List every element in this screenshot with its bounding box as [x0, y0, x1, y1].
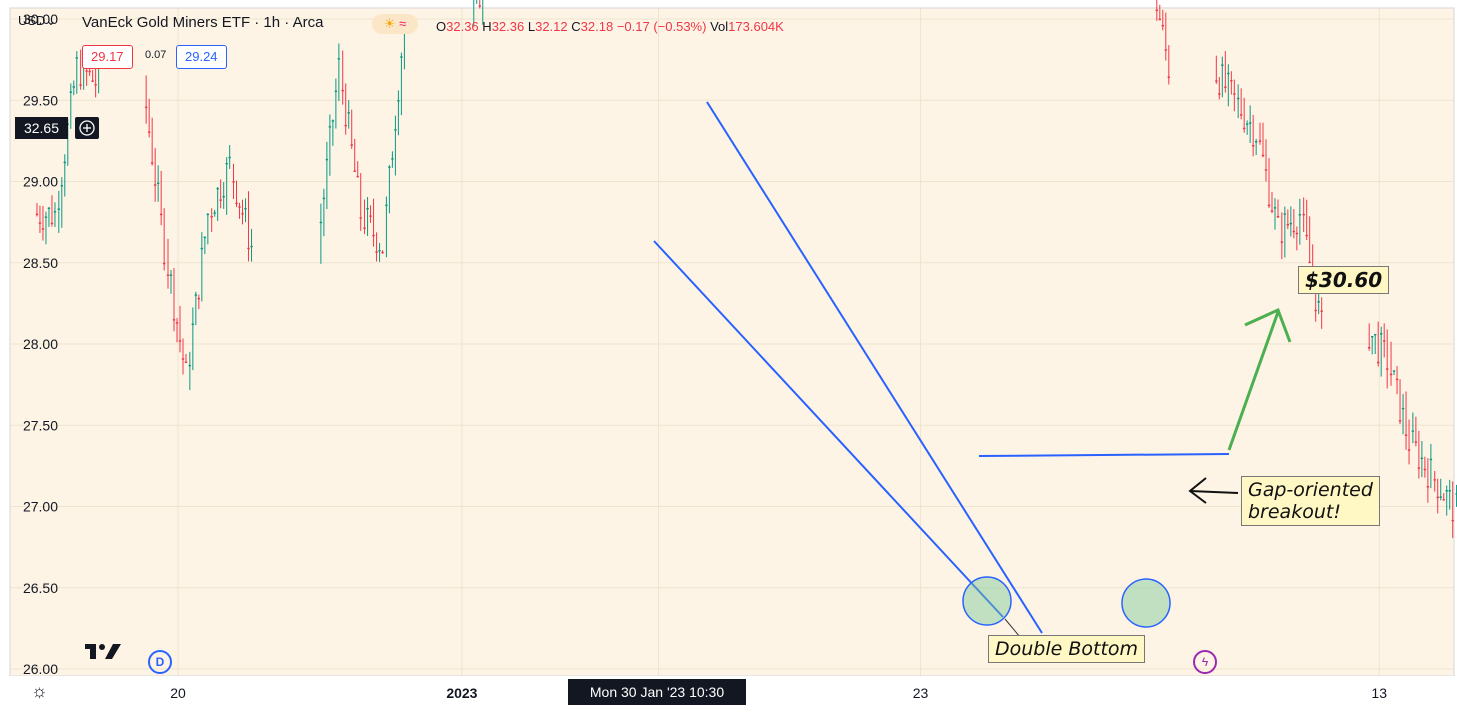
current-price-label: 32.65	[15, 117, 68, 139]
crosshair-time-label: Mon 30 Jan '23 10:30	[568, 679, 746, 705]
symbol-title[interactable]: VanEck Gold Miners ETF · 1h · Arca	[82, 14, 324, 31]
chevron-down-icon: ⌄	[45, 13, 57, 28]
y-tick-label: 27.50	[23, 417, 58, 433]
target-arrow-shaft	[1227, 311, 1280, 451]
y-tick-label: 29.50	[23, 92, 58, 108]
high-label: H	[482, 19, 492, 34]
currency-selector[interactable]: USD⌄	[18, 13, 56, 29]
volume-value: 173.604K	[728, 19, 784, 34]
breakout-note-line1: Gap-oriented	[1248, 479, 1373, 501]
y-tick-label: 26.50	[23, 580, 58, 596]
plus-icon[interactable]	[75, 117, 99, 139]
dividend-d-icon[interactable]: D	[148, 650, 172, 674]
x-tick-label: 2023	[446, 685, 477, 701]
y-tick-label: 28.50	[23, 255, 58, 271]
y-axis: 33.5033.0032.5032.0031.5031.0030.5030.00…	[23, 11, 58, 677]
note-connector	[1004, 618, 1021, 638]
spread-value: 0.07	[145, 49, 167, 61]
open-label: O	[436, 19, 447, 34]
plot-background	[10, 8, 1454, 676]
x-tick-label: 13	[1371, 685, 1387, 701]
waves-icon: ≈	[395, 16, 407, 31]
close-value: 32.18	[580, 19, 614, 34]
ohlc-legend: O32.36 H32.36 L32.12 C32.18 −0.17 (−0.53…	[436, 19, 784, 34]
drawings	[653, 101, 1292, 638]
open-value: 32.36	[446, 19, 479, 34]
x-tick-label: 20	[170, 685, 186, 701]
breakout-line	[978, 453, 1230, 457]
breakout-arrow-shaft	[1189, 490, 1239, 494]
breakout-arrow-head	[1188, 477, 1207, 504]
x-tick-label: 23	[913, 685, 929, 701]
tradingview-logo-icon[interactable]	[85, 640, 123, 667]
y-tick-label: 26.00	[23, 661, 58, 677]
close-label: C	[571, 19, 581, 34]
low-label: L	[527, 19, 536, 34]
candles	[35, 0, 1457, 539]
sell-button[interactable]: 29.17	[82, 45, 133, 69]
y-tick-label: 28.00	[23, 336, 58, 352]
double-bottom-note[interactable]: Double Bottom	[988, 635, 1146, 663]
breakout-note[interactable]: Gap-oriented breakout!	[1241, 476, 1380, 526]
double-bottom-circle-1	[962, 576, 1012, 626]
change-value: −0.17 (−0.53%)	[616, 19, 707, 34]
volume-label: Vol	[710, 19, 729, 34]
flash-icon[interactable]: ϟ	[1193, 650, 1217, 674]
sun-icon: ☀	[383, 16, 396, 31]
plus-circle-glyph	[79, 120, 95, 136]
wedge-lower-line	[653, 240, 1004, 618]
target-price-note[interactable]: $30.60	[1298, 266, 1390, 294]
wedge-upper-line	[706, 101, 1043, 634]
target-arrow-head	[1244, 307, 1292, 343]
y-tick-label: 29.00	[23, 174, 58, 190]
tv-logo-glyph	[85, 644, 121, 659]
breakout-note-line2: breakout!	[1248, 501, 1341, 523]
y-tick-label: 27.00	[23, 499, 58, 515]
double-bottom-circle-2	[1121, 578, 1171, 628]
wave-icon[interactable]: ☀ ≈	[372, 14, 418, 34]
low-value: 32.12	[535, 19, 568, 34]
settings-sun-icon[interactable]: ☼	[31, 681, 48, 701]
buy-button[interactable]: 29.24	[176, 45, 227, 69]
currency-label: USD	[18, 13, 46, 28]
high-value: 32.36	[491, 19, 525, 34]
y-tick-label: 30.00	[23, 11, 58, 27]
